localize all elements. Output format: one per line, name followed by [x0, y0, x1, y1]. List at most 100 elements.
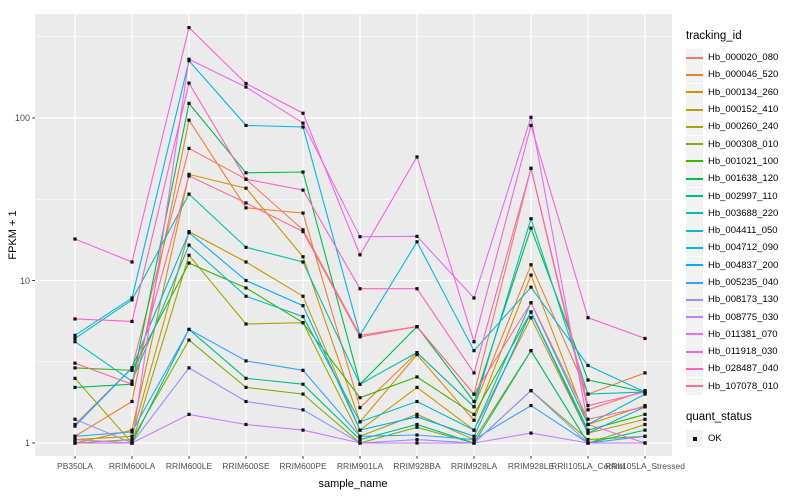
data-point: [472, 371, 476, 375]
data-point: [130, 296, 134, 300]
data-point: [130, 399, 134, 404]
data-point: [415, 415, 419, 419]
data-point: [73, 385, 77, 389]
data-point: [244, 376, 248, 380]
data-point: [586, 392, 590, 396]
data-point: [244, 206, 248, 210]
data-point: [472, 296, 476, 300]
data-point: [472, 434, 476, 438]
data-point: [358, 382, 362, 386]
data-point: [415, 351, 419, 355]
legend-item: Hb_008173_130: [686, 291, 798, 309]
data-point: [529, 285, 533, 289]
data-point: [529, 316, 533, 320]
legend-key: [686, 135, 703, 153]
data-point: [130, 319, 134, 324]
legend-items: Hb_000020_080 Hb_000046_520 Hb_000134_260 H…: [686, 49, 798, 395]
legend-line-swatch: [686, 246, 703, 249]
legend-item: Hb_005235_040: [686, 274, 798, 291]
data-point: [301, 229, 305, 234]
data-point: [130, 379, 134, 383]
legend-item: Hb_004411_050: [686, 222, 798, 240]
legend-item-label: Hb_028487_040: [708, 363, 779, 375]
data-point: [73, 237, 77, 241]
legend-item: Hb_001638_120: [686, 170, 798, 188]
legend-item: Hb_003688_220: [686, 204, 798, 222]
legend-key: [686, 239, 703, 257]
data-point: [244, 245, 248, 249]
legend-item: Hb_000046_520: [686, 66, 798, 84]
data-point: [187, 192, 191, 196]
legend-key: [686, 83, 703, 101]
data-point: [244, 294, 248, 298]
legend-item: Hb_000308_010: [686, 135, 798, 153]
y-tick-label: 1: [24, 438, 30, 448]
data-point: [358, 253, 362, 257]
legend-item-label: Hb_000046_520: [708, 69, 779, 81]
data-point: [301, 111, 305, 115]
legend-item: Hb_107078_010: [686, 377, 798, 395]
legend-item-label: Hb_005235_040: [708, 277, 779, 288]
legend-item: Hb_001021_100: [686, 152, 798, 170]
data-point: [187, 366, 191, 370]
data-point: [415, 399, 419, 404]
data-point: [415, 352, 419, 357]
data-point: [244, 260, 248, 264]
x-tick-label: RRII105LA_Stressed: [605, 461, 685, 471]
data-point: [643, 434, 647, 438]
data-point: [130, 368, 134, 372]
legend-key: [686, 170, 703, 188]
legend-line-swatch: [686, 316, 703, 319]
data-point: [244, 186, 248, 190]
legend-key: [686, 222, 703, 240]
legend-key: [686, 101, 703, 119]
legend-line-swatch: [686, 73, 703, 76]
data-point: [529, 389, 533, 393]
legend-item-label: Hb_000152_410: [708, 104, 779, 116]
data-point: [244, 81, 248, 86]
data-point: [73, 441, 77, 445]
data-point: [244, 278, 248, 283]
data-point: [301, 255, 305, 259]
data-point: [472, 437, 476, 442]
legend-key: [686, 66, 703, 84]
data-point: [472, 399, 476, 404]
data-point: [586, 403, 590, 408]
data-point: [529, 273, 533, 277]
legend-line-swatch: [686, 56, 703, 59]
data-point: [301, 321, 305, 325]
data-point: [586, 363, 590, 368]
x-tick-label: PB350LA: [57, 461, 93, 471]
legend-key: [686, 256, 703, 274]
legend-item-label: Hb_004837_200: [708, 259, 779, 271]
data-point: [529, 226, 533, 230]
data-point: [73, 424, 77, 428]
data-point: [244, 322, 248, 326]
data-point: [301, 428, 305, 432]
data-point: [415, 325, 419, 329]
legend-item-label: Hb_004712_090: [708, 242, 779, 254]
data-point: [529, 301, 533, 305]
data-point: [358, 335, 362, 339]
data-point: [187, 412, 191, 416]
data-point: [529, 123, 533, 128]
data-point: [415, 441, 419, 445]
legend-item: Hb_008775_030: [686, 308, 798, 326]
data-point: [73, 336, 77, 341]
data-point: [643, 390, 647, 394]
legend-item-label: OK: [708, 433, 722, 445]
legend-item: Hb_004837_200: [686, 256, 798, 274]
data-point: [358, 287, 362, 291]
legend-item: Hb_011381_070: [686, 325, 798, 343]
data-point: [73, 366, 77, 370]
legend-item-label: Hb_011381_070: [708, 328, 778, 340]
data-point: [472, 428, 476, 432]
point-legend-title: quant_status: [686, 410, 752, 423]
data-point: [643, 428, 647, 432]
legend-item-label: Hb_003688_220: [708, 207, 779, 219]
legend-key: [686, 343, 703, 361]
data-point: [586, 431, 590, 435]
data-point: [244, 201, 248, 205]
